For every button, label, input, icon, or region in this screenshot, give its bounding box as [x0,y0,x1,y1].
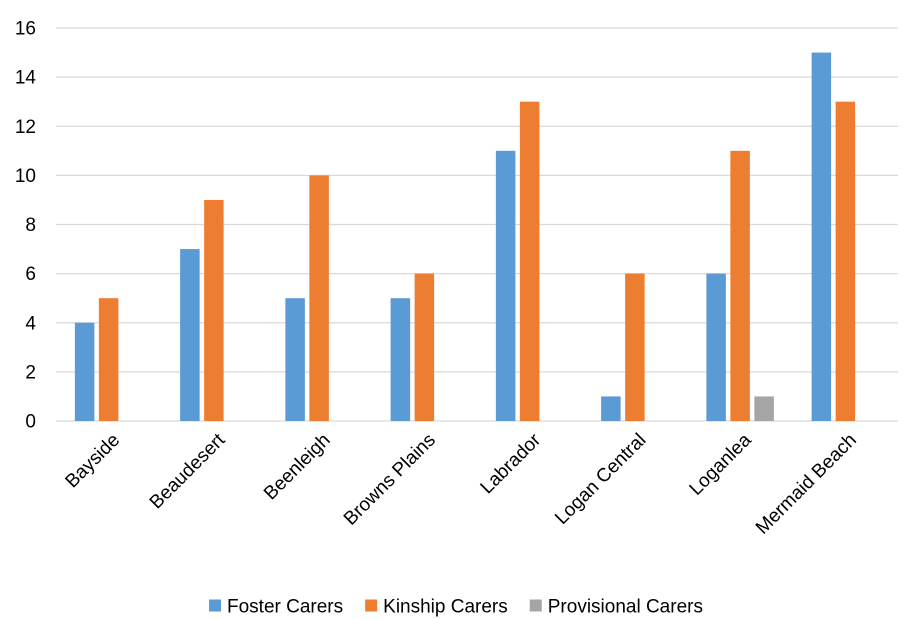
bar-kinship-carers [625,273,645,421]
bar-kinship-carers [835,101,856,421]
bar-kinship-carers [204,199,224,421]
bar-foster-carers [495,150,516,421]
bar-provisional-carers [754,396,774,421]
y-tick-label: 12 [15,117,36,138]
bar-foster-carers [285,298,305,421]
y-tick-label: 0 [25,412,36,433]
legend-swatch [529,599,542,612]
legend-label: Kinship Carers [383,597,508,618]
y-tick-label: 16 [15,19,36,40]
x-category-label: Bayside [62,430,125,493]
bar-foster-carers [811,52,832,421]
bar-foster-carers [180,249,200,421]
y-tick-label: 4 [25,313,36,334]
bars [74,52,856,421]
x-category-label: Logan Central [551,430,650,529]
x-category-label: Beenleigh [260,430,335,505]
y-tick-label: 6 [25,264,36,285]
bar-foster-carers [601,396,621,421]
y-tick-label: 14 [15,68,37,89]
legend-label: Provisional Carers [548,597,703,618]
y-axis-tick-labels: 0 2 4 6 8 10 12 14 16 [15,19,37,433]
bar-kinship-carers [519,101,540,421]
x-axis-category-labels: Bayside Beaudesert Beenleigh Browns Plains L… [62,429,861,538]
bar-foster-carers [74,322,95,421]
x-category-label: Labrador [477,429,546,498]
bar-kinship-carers [414,273,435,421]
y-tick-label: 2 [25,362,36,383]
x-category-label: Browns Plains [340,430,440,530]
bar-kinship-carers [98,298,119,421]
x-category-label: Mermaid Beach [752,430,861,539]
y-tick-label: 10 [15,166,36,187]
bar-kinship-carers [730,150,750,421]
x-category-label: Loganlea [686,429,756,499]
bar-kinship-carers [309,175,329,421]
x-category-label: Beaudesert [146,429,230,513]
y-tick-label: 8 [25,215,36,236]
legend-swatch [365,599,378,612]
legend: Foster Carers Kinship Carers Provisional C… [209,597,703,618]
legend-label: Foster Carers [227,597,343,618]
bar-foster-carers [706,273,726,421]
legend-swatch [209,599,222,612]
bar-foster-carers [390,298,411,421]
